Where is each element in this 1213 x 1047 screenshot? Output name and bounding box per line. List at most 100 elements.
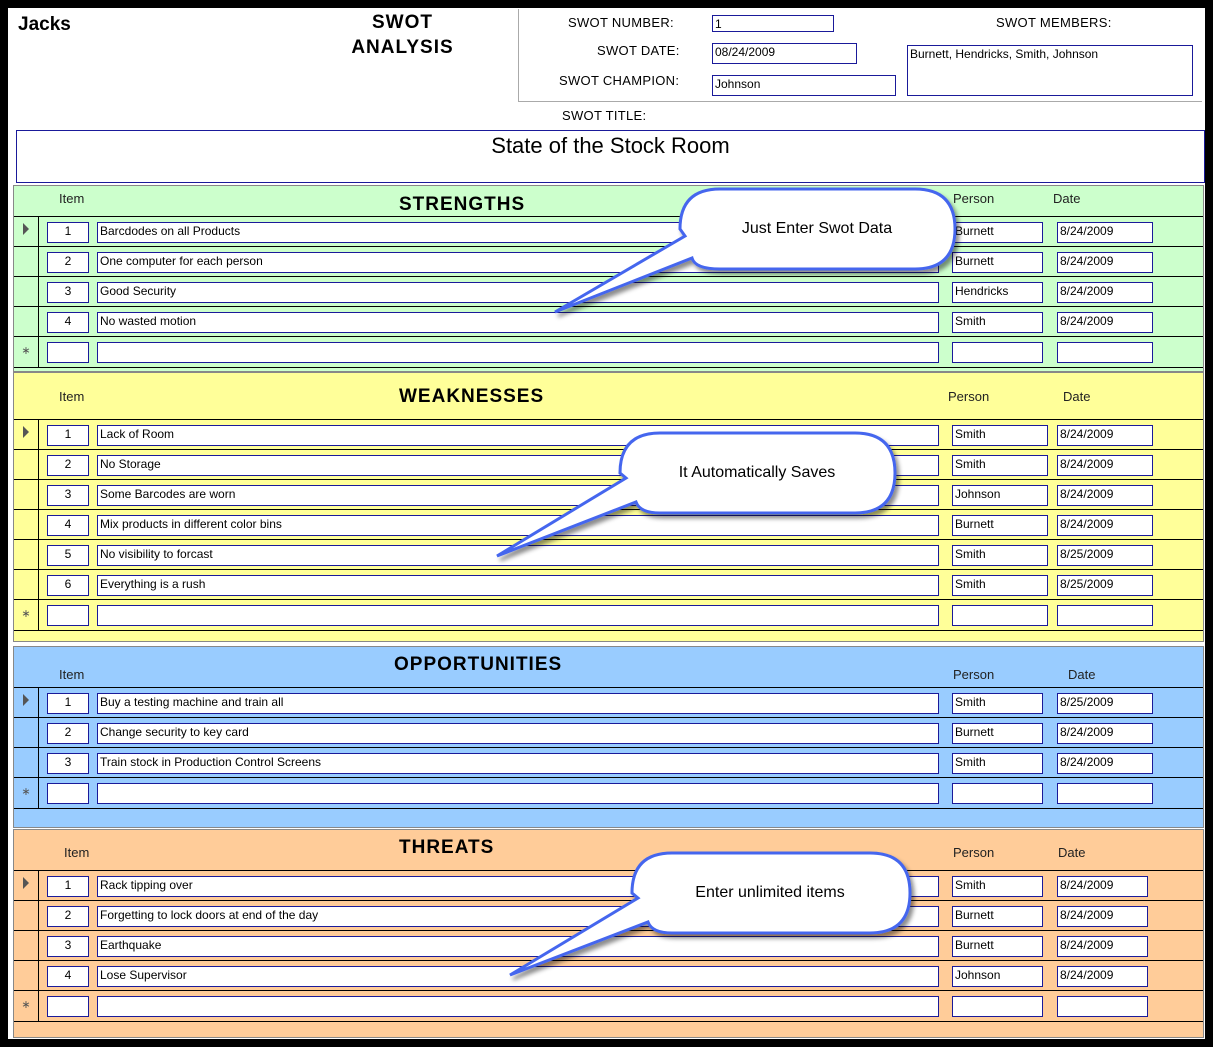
description-field[interactable]: Buy a testing machine and train all — [97, 693, 939, 714]
swot-date-field[interactable]: 08/24/2009 — [712, 43, 857, 64]
person-field[interactable] — [952, 605, 1048, 626]
person-field[interactable]: Smith — [952, 876, 1043, 897]
description-field[interactable]: One computer for each person — [97, 252, 939, 273]
date-field[interactable]: 8/25/2009 — [1057, 545, 1153, 566]
person-field[interactable]: Smith — [952, 455, 1048, 476]
date-field[interactable]: 8/24/2009 — [1057, 425, 1153, 446]
person-field[interactable] — [952, 783, 1043, 804]
record-selector[interactable] — [14, 420, 39, 450]
date-field[interactable]: 8/24/2009 — [1057, 312, 1153, 333]
record-selector[interactable] — [14, 961, 39, 991]
person-field[interactable]: Smith — [952, 312, 1043, 333]
item-number-field[interactable]: 4 — [47, 312, 89, 333]
description-field[interactable]: Lack of Room — [97, 425, 939, 446]
record-selector[interactable] — [14, 247, 39, 277]
item-number-field[interactable]: 2 — [47, 906, 89, 927]
description-field[interactable]: Train stock in Production Control Screen… — [97, 753, 939, 774]
person-field[interactable]: Smith — [952, 753, 1043, 774]
description-field[interactable]: Earthquake — [97, 936, 939, 957]
record-selector[interactable] — [14, 688, 39, 718]
record-selector[interactable]: ∗ — [14, 991, 39, 1021]
item-number-field[interactable]: 3 — [47, 753, 89, 774]
person-field[interactable]: Smith — [952, 575, 1048, 596]
date-field[interactable]: 8/24/2009 — [1057, 723, 1153, 744]
description-field[interactable]: Some Barcodes are worn — [97, 485, 939, 506]
record-selector[interactable] — [14, 570, 39, 600]
person-field[interactable]: Smith — [952, 693, 1043, 714]
record-selector[interactable]: ∗ — [14, 337, 39, 367]
person-field[interactable]: Burnett — [952, 936, 1043, 957]
swot-members-field[interactable]: Burnett, Hendricks, Smith, Johnson — [907, 45, 1193, 96]
person-field[interactable]: Smith — [952, 425, 1048, 446]
item-number-field[interactable]: 1 — [47, 693, 89, 714]
person-field[interactable] — [952, 342, 1043, 363]
record-selector[interactable] — [14, 450, 39, 480]
record-selector[interactable] — [14, 510, 39, 540]
item-number-field[interactable]: 3 — [47, 936, 89, 957]
description-field[interactable]: No wasted motion — [97, 312, 939, 333]
person-field[interactable] — [952, 996, 1043, 1017]
item-number-field[interactable] — [47, 783, 89, 804]
date-field[interactable]: 8/24/2009 — [1057, 876, 1148, 897]
record-selector[interactable] — [14, 307, 39, 337]
description-field[interactable]: Good Security — [97, 282, 939, 303]
item-number-field[interactable]: 3 — [47, 282, 89, 303]
date-field[interactable]: 8/24/2009 — [1057, 515, 1153, 536]
description-field[interactable]: Mix products in different color bins — [97, 515, 939, 536]
person-field[interactable]: Johnson — [952, 485, 1048, 506]
description-field[interactable] — [97, 783, 939, 804]
item-number-field[interactable]: 2 — [47, 723, 89, 744]
date-field[interactable]: 8/25/2009 — [1057, 575, 1153, 596]
item-number-field[interactable]: 5 — [47, 545, 89, 566]
person-field[interactable]: Burnett — [952, 723, 1043, 744]
person-field[interactable]: Smith — [952, 545, 1048, 566]
swot-title-field[interactable]: State of the Stock Room — [16, 130, 1205, 183]
item-number-field[interactable]: 6 — [47, 575, 89, 596]
date-field[interactable]: 8/24/2009 — [1057, 252, 1153, 273]
record-selector[interactable] — [14, 217, 39, 247]
date-field[interactable]: 8/25/2009 — [1057, 693, 1153, 714]
date-field[interactable]: 8/24/2009 — [1057, 906, 1148, 927]
date-field[interactable]: 8/24/2009 — [1057, 222, 1153, 243]
item-number-field[interactable]: 4 — [47, 515, 89, 536]
person-field[interactable]: Burnett — [952, 222, 1043, 243]
description-field[interactable]: Change security to key card — [97, 723, 939, 744]
date-field[interactable] — [1057, 605, 1153, 626]
description-field[interactable] — [97, 996, 939, 1017]
record-selector[interactable] — [14, 748, 39, 778]
record-selector[interactable] — [14, 871, 39, 901]
description-field[interactable] — [97, 342, 939, 363]
record-selector[interactable] — [14, 277, 39, 307]
item-number-field[interactable] — [47, 342, 89, 363]
date-field[interactable] — [1057, 996, 1148, 1017]
record-selector[interactable]: ∗ — [14, 600, 39, 630]
date-field[interactable]: 8/24/2009 — [1057, 936, 1148, 957]
record-selector[interactable] — [14, 931, 39, 961]
record-selector[interactable]: ∗ — [14, 778, 39, 808]
description-field[interactable]: Everything is a rush — [97, 575, 939, 596]
date-field[interactable] — [1057, 342, 1153, 363]
record-selector[interactable] — [14, 480, 39, 510]
date-field[interactable]: 8/24/2009 — [1057, 455, 1153, 476]
item-number-field[interactable]: 1 — [47, 222, 89, 243]
description-field[interactable]: No visibility to forcast — [97, 545, 939, 566]
person-field[interactable]: Hendricks — [952, 282, 1043, 303]
date-field[interactable] — [1057, 783, 1153, 804]
person-field[interactable]: Johnson — [952, 966, 1043, 987]
item-number-field[interactable] — [47, 996, 89, 1017]
record-selector[interactable] — [14, 718, 39, 748]
item-number-field[interactable]: 1 — [47, 876, 89, 897]
date-field[interactable]: 8/24/2009 — [1057, 282, 1153, 303]
date-field[interactable]: 8/24/2009 — [1057, 485, 1153, 506]
person-field[interactable]: Burnett — [952, 515, 1048, 536]
record-selector[interactable] — [14, 540, 39, 570]
record-selector[interactable] — [14, 901, 39, 931]
description-field[interactable]: Forgetting to lock doors at end of the d… — [97, 906, 939, 927]
item-number-field[interactable]: 4 — [47, 966, 89, 987]
date-field[interactable]: 8/24/2009 — [1057, 753, 1153, 774]
item-number-field[interactable]: 3 — [47, 485, 89, 506]
person-field[interactable]: Burnett — [952, 906, 1043, 927]
item-number-field[interactable] — [47, 605, 89, 626]
item-number-field[interactable]: 2 — [47, 252, 89, 273]
item-number-field[interactable]: 1 — [47, 425, 89, 446]
